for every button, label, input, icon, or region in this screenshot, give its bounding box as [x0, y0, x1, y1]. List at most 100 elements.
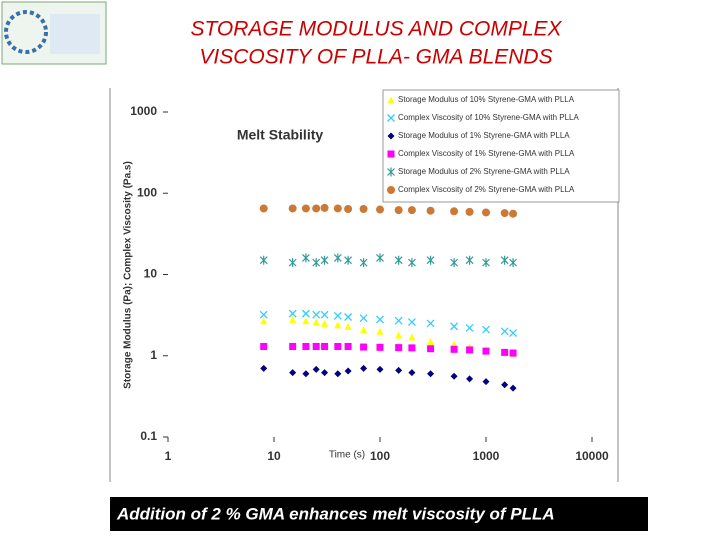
point: [301, 309, 310, 318]
legend-marker: [387, 132, 395, 140]
point: [482, 208, 490, 217]
point: [334, 321, 342, 329]
slide-title-1: STORAGE MODULUS AND COMPLEX: [190, 18, 562, 41]
point: [450, 372, 458, 380]
point: [334, 342, 342, 350]
point: [260, 317, 268, 325]
legend-marker: [387, 114, 395, 122]
point: [394, 255, 403, 265]
point: [376, 315, 384, 324]
point: [501, 381, 509, 389]
x-tick-label: 1000: [473, 449, 500, 463]
point: [450, 258, 459, 268]
point: [509, 349, 517, 357]
plot: 0.1 1 10 100 1000 1 10 100 1000 10000 Storage Modu…: [130, 89, 620, 463]
point: [333, 204, 342, 213]
point: [426, 206, 435, 215]
point: [426, 255, 435, 265]
point: [394, 206, 403, 215]
logo: [1, 1, 107, 65]
caption: Addition of 2 % GMA enhances melt viscos…: [116, 504, 555, 523]
point: [312, 342, 320, 350]
point: [408, 333, 416, 341]
point: [321, 319, 329, 327]
point: [344, 313, 353, 321]
point: [500, 327, 509, 336]
legend-label: Storage Modulus of 10% Styrene-GMA with …: [398, 95, 575, 104]
point: [450, 345, 458, 353]
point: [359, 258, 368, 268]
legend-box: [382, 89, 620, 203]
point: [376, 253, 384, 263]
point: [427, 345, 435, 353]
point: [450, 340, 458, 348]
point: [260, 364, 268, 372]
point: [360, 343, 368, 351]
point: [500, 209, 509, 218]
slide-title-2: VISCOSITY OF PLLA- GMA BLENDS: [199, 46, 552, 69]
point: [302, 370, 310, 378]
point: [333, 253, 342, 263]
point: [289, 315, 297, 323]
y-tick-label: 0.1: [140, 429, 157, 443]
legend-marker: [387, 186, 395, 194]
point: [376, 343, 384, 351]
point: [312, 310, 321, 319]
point: [394, 316, 403, 325]
point: [321, 342, 329, 350]
caption-box: [110, 497, 648, 531]
point: [260, 342, 268, 350]
point: [359, 314, 368, 323]
point: [482, 325, 490, 334]
point: [408, 344, 416, 352]
point: [376, 205, 384, 214]
point: [395, 366, 403, 374]
chart-title: Melt Stability: [237, 127, 324, 143]
x-tick-label: 100: [370, 449, 390, 463]
point: [334, 370, 342, 378]
point: [301, 204, 310, 213]
legend-label: Storage Modulus of 1% Styrene-GMA with P…: [398, 131, 570, 140]
point: [509, 258, 517, 268]
point: [360, 364, 368, 372]
point: [466, 375, 474, 383]
point: [259, 310, 268, 319]
point: [509, 329, 518, 338]
point: [426, 319, 435, 328]
point: [509, 209, 518, 218]
point: [344, 367, 352, 375]
legend-label: Complex Viscosity of 10% Styrene-GMA wit…: [398, 113, 579, 122]
point: [321, 369, 329, 377]
point: [376, 365, 384, 373]
y-tick-label: 10: [144, 267, 158, 281]
point: [482, 378, 490, 386]
point: [259, 204, 268, 213]
point: [360, 326, 368, 334]
point: [407, 206, 416, 215]
point: [312, 258, 321, 268]
point: [395, 344, 403, 352]
point: [395, 331, 403, 339]
point: [465, 255, 474, 265]
point: [376, 327, 384, 335]
point: [407, 258, 416, 268]
point: [344, 204, 353, 213]
point: [288, 258, 297, 268]
legend-marker: [387, 96, 395, 104]
point: [450, 207, 459, 216]
legend-label: Complex Viscosity of 1% Styrene-GMA with…: [398, 149, 575, 158]
point: [408, 369, 416, 377]
point: [288, 204, 297, 213]
point: [259, 255, 268, 265]
y-axis-label: Storage Modulus (Pa); Complex Viscosity …: [123, 161, 134, 389]
point: [302, 317, 310, 325]
x-tick-label: 10: [267, 449, 281, 463]
point: [407, 318, 416, 326]
point: [289, 369, 297, 377]
point: [312, 365, 320, 373]
point: [320, 310, 329, 319]
point: [466, 346, 474, 354]
point: [482, 347, 490, 355]
y-tick-label: 1000: [130, 104, 157, 118]
